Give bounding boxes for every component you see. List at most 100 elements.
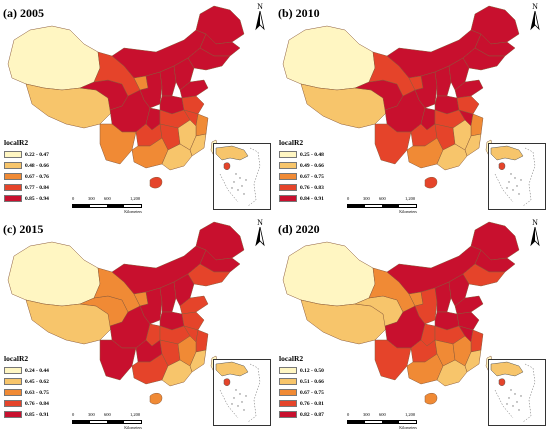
choropleth-map	[282, 221, 520, 405]
legend-item: 0.76 - 0.81	[279, 398, 324, 409]
scale-line	[347, 420, 417, 424]
inset-map	[490, 145, 536, 207]
legend-label: 0.85 - 0.94	[25, 195, 49, 202]
legend-swatch	[4, 173, 22, 180]
region-liaoning	[462, 47, 506, 71]
legend-swatch	[279, 162, 297, 169]
scale-tick-label: 1,200	[405, 412, 416, 417]
legend: localR2 0.24 - 0.44 0.45 - 0.62 0.63 - 0.7…	[4, 354, 49, 420]
legend-swatch	[279, 389, 297, 396]
legend-label: 0.76 - 0.83	[300, 184, 324, 191]
legend-item: 0.76 - 0.84	[4, 398, 49, 409]
legend-item: 0.51 - 0.66	[279, 376, 324, 387]
scale-unit: Kilometers	[399, 425, 417, 430]
legend-swatch	[4, 378, 22, 385]
map-panel-4: (d) 2020 N localR2 0.12 - 0.50 0.51 - 0.6…	[275, 216, 550, 432]
north-arrow: N	[528, 2, 542, 31]
legend-label: 0.22 - 0.47	[25, 151, 49, 158]
region-jiangsu	[181, 311, 205, 331]
map-panel-3: (c) 2015 N localR2 0.24 - 0.44 0.45 - 0.6…	[0, 216, 275, 432]
scale-tick-label: 0	[72, 412, 75, 417]
legend-item: 0.67 - 0.76	[4, 171, 49, 182]
legend-item: 0.25 - 0.48	[279, 149, 324, 160]
scale-tick-label: 300	[88, 412, 95, 417]
region-xinjiang	[7, 25, 101, 91]
panel-title: (a) 2005	[3, 6, 44, 20]
legend-item: 0.22 - 0.47	[4, 149, 49, 160]
legend-item: 0.12 - 0.50	[279, 365, 324, 376]
legend-item: 0.49 - 0.66	[279, 160, 324, 171]
legend-item: 0.85 - 0.91	[4, 409, 49, 420]
north-label: N	[257, 2, 263, 11]
region-jiangsu	[181, 95, 205, 115]
legend-item: 0.84 - 0.91	[279, 193, 324, 204]
scale-tick-label: 600	[104, 196, 111, 201]
inset-map	[215, 361, 261, 423]
legend-item: 0.24 - 0.44	[4, 365, 49, 376]
scale-line	[347, 204, 417, 208]
region-xinjiang	[7, 241, 101, 307]
choropleth-map	[7, 5, 245, 189]
legend-swatch	[279, 378, 297, 385]
legend-swatch	[279, 173, 297, 180]
legend-swatch	[279, 411, 297, 418]
north-label: N	[532, 2, 538, 11]
legend-swatch	[279, 400, 297, 407]
legend-label: 0.77 - 0.84	[25, 184, 49, 191]
inset-map	[215, 145, 261, 207]
panel-title: (d) 2020	[278, 222, 320, 236]
legend-label: 0.25 - 0.48	[300, 151, 324, 158]
scale-tick-label: 600	[379, 412, 386, 417]
south-china-sea-inset	[488, 143, 546, 210]
region-guangdong	[436, 359, 468, 387]
legend-label: 0.82 - 0.87	[300, 411, 324, 418]
legend-label: 0.76 - 0.84	[25, 400, 49, 407]
scale-bar: 0 300 600 1,200 Kilometers	[72, 412, 142, 430]
legend-label: 0.49 - 0.66	[300, 162, 324, 169]
legend-swatch	[279, 151, 297, 158]
legend-label: 0.84 - 0.91	[300, 195, 324, 202]
legend-swatch	[279, 195, 297, 202]
scale-tick-label: 300	[88, 196, 95, 201]
scale-bar: 0 300 600 1,200 Kilometers	[72, 196, 142, 214]
north-arrow-icon	[530, 11, 540, 31]
north-arrow: N	[528, 218, 542, 247]
legend-title: localR2	[279, 138, 304, 147]
legend-item: 0.67 - 0.75	[279, 387, 324, 398]
legend-title: localR2	[279, 354, 304, 363]
legend-label: 0.24 - 0.44	[25, 367, 49, 374]
legend-label: 0.76 - 0.81	[300, 400, 324, 407]
legend-swatch	[279, 367, 297, 374]
legend-item: 0.82 - 0.87	[279, 409, 324, 420]
north-arrow: N	[253, 2, 267, 31]
south-china-sea-inset	[213, 359, 271, 426]
legend-title: localR2	[4, 138, 29, 147]
region-zhejiang	[195, 329, 209, 353]
south-china-sea-inset	[213, 143, 271, 210]
region-guangdong	[161, 359, 193, 387]
region-jiangsu	[456, 311, 480, 331]
legend-swatch	[4, 151, 22, 158]
region-xinjiang	[282, 25, 376, 91]
choropleth-map	[282, 5, 520, 189]
legend: localR2 0.12 - 0.50 0.51 - 0.66 0.67 - 0.7…	[279, 354, 324, 420]
region-fujian	[189, 349, 207, 373]
legend-label: 0.51 - 0.66	[300, 378, 324, 385]
north-label: N	[532, 218, 538, 227]
legend-label: 0.67 - 0.75	[300, 389, 324, 396]
legend-item: 0.77 - 0.84	[4, 182, 49, 193]
north-label: N	[257, 218, 263, 227]
legend-label: 0.67 - 0.76	[25, 173, 49, 180]
scale-unit: Kilometers	[124, 209, 142, 214]
map-panel-2: (b) 2010 N localR2 0.25 - 0.48 0.49 - 0.6…	[275, 0, 550, 216]
legend-swatch	[279, 184, 297, 191]
scale-tick-label: 600	[379, 196, 386, 201]
legend-swatch	[4, 367, 22, 374]
scale-tick-label: 1,200	[130, 196, 141, 201]
legend-label: 0.45 - 0.62	[25, 378, 49, 385]
north-arrow: N	[253, 218, 267, 247]
region-guangdong	[161, 143, 193, 171]
region-guangdong	[436, 143, 468, 171]
legend-swatch	[4, 411, 22, 418]
scale-bar: 0 300 600 1,200 Kilometers	[347, 196, 417, 214]
